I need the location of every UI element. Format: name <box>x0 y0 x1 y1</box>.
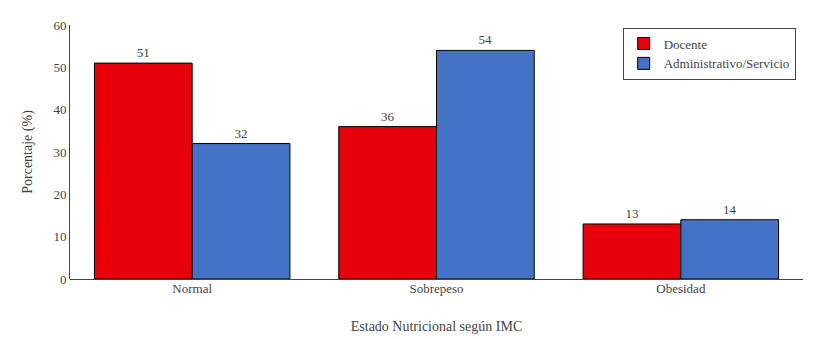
svg-text:Docente: Docente <box>664 37 708 52</box>
svg-text:32: 32 <box>235 126 248 141</box>
svg-text:13: 13 <box>625 206 638 221</box>
svg-text:40: 40 <box>53 102 66 117</box>
svg-text:Normal: Normal <box>172 281 212 296</box>
svg-text:36: 36 <box>381 109 395 124</box>
svg-text:10: 10 <box>53 229 66 244</box>
svg-text:Administrativo/Servicio: Administrativo/Servicio <box>664 56 790 71</box>
svg-text:54: 54 <box>479 32 493 47</box>
svg-text:Sobrepeso: Sobrepeso <box>409 281 463 296</box>
svg-text:14: 14 <box>723 202 737 217</box>
svg-text:51: 51 <box>137 45 150 60</box>
svg-text:Estado Nutricional según IMC: Estado Nutricional según IMC <box>351 319 522 334</box>
svg-text:50: 50 <box>53 60 66 75</box>
svg-text:Obesidad: Obesidad <box>656 281 706 296</box>
svg-text:60: 60 <box>53 18 66 33</box>
svg-text:20: 20 <box>53 187 66 202</box>
svg-text:30: 30 <box>53 145 66 160</box>
svg-text:Porcentaje (%): Porcentaje (%) <box>20 110 36 194</box>
svg-text:0: 0 <box>60 272 67 287</box>
